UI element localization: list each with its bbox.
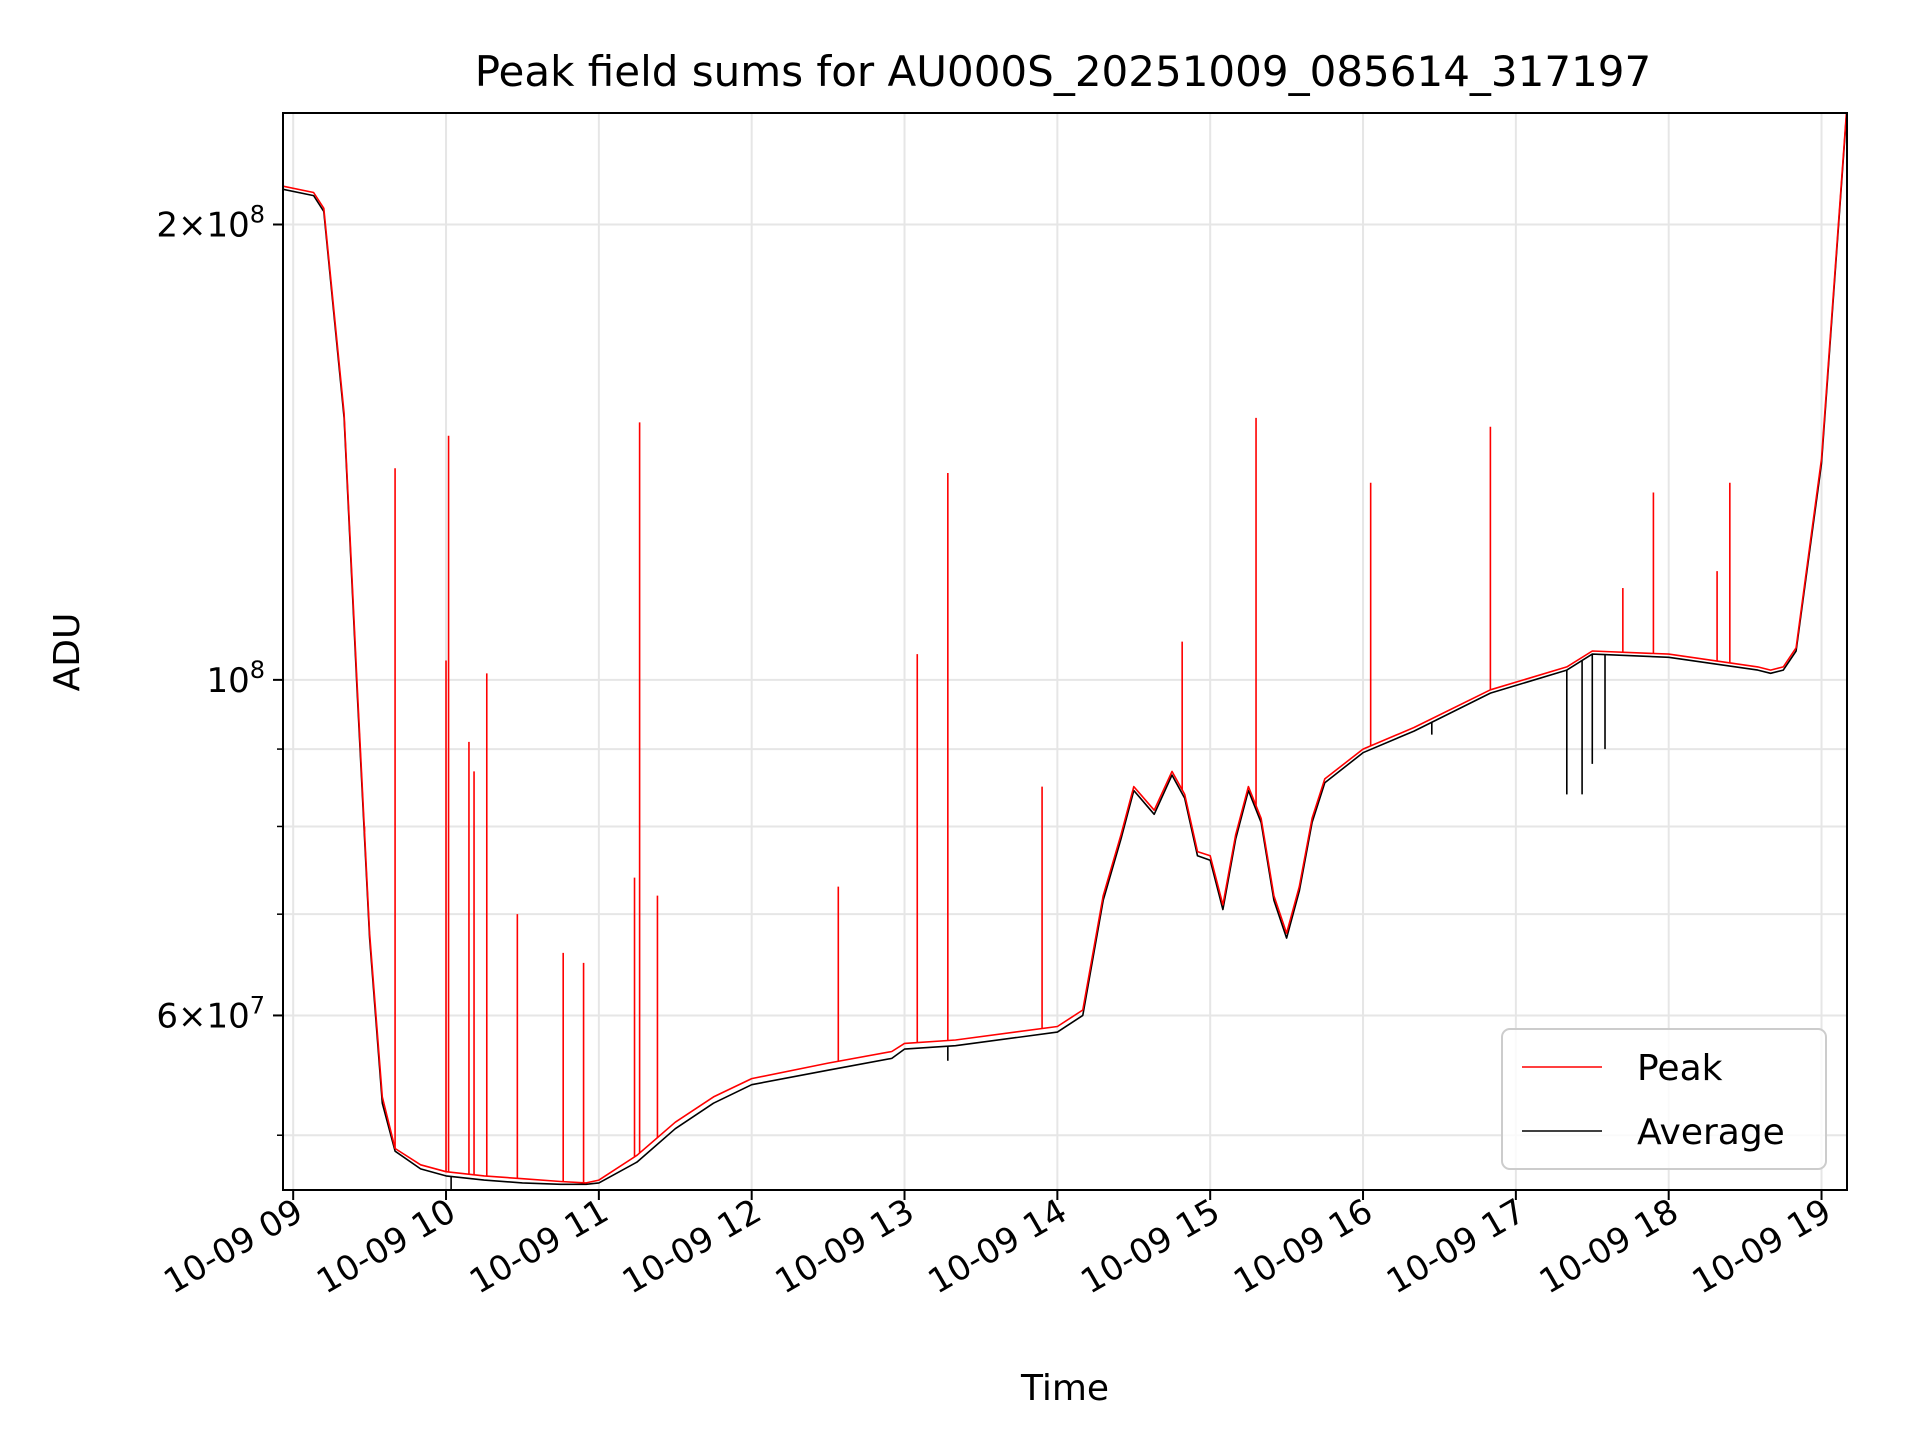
series-layer bbox=[283, 113, 1847, 1190]
x-axis-label: Time bbox=[1020, 1368, 1109, 1409]
y-axis-label: ADU bbox=[47, 613, 88, 692]
series-line-peak bbox=[283, 113, 1847, 1184]
legend-label-average: Average bbox=[1637, 1112, 1785, 1153]
grid bbox=[283, 113, 1847, 1190]
legend-box bbox=[1501, 1028, 1827, 1170]
plot-frame bbox=[282, 112, 1848, 1191]
chart-title: Peak field sums for AU000S_20251009_0856… bbox=[475, 47, 1652, 96]
legend: Peak Average bbox=[1501, 1028, 1827, 1170]
y-tick-label: 2×108 bbox=[156, 201, 265, 246]
y-tick-label: 6×107 bbox=[156, 991, 265, 1036]
legend-label-peak: Peak bbox=[1637, 1048, 1723, 1089]
series-line-average bbox=[283, 113, 1847, 1186]
